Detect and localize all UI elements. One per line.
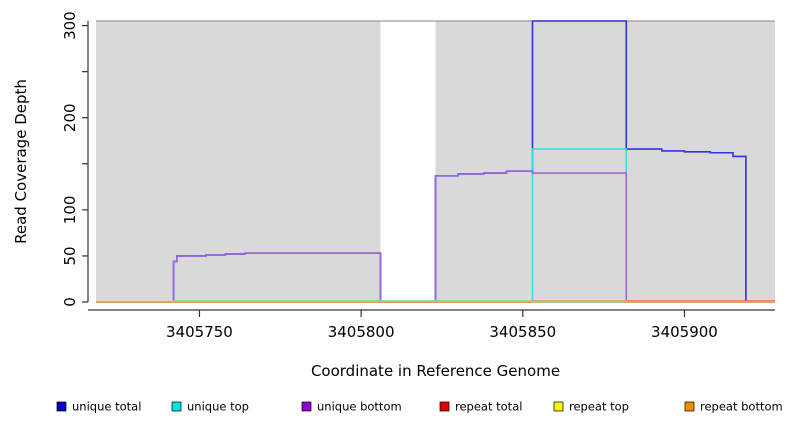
legend-label-repeat-total[interactable]: repeat total (455, 400, 522, 414)
y-tick-label: 0 (61, 297, 79, 307)
y-tick-label: 300 (61, 11, 79, 40)
panel-block-right (435, 21, 775, 302)
y-tick-label: 200 (61, 103, 79, 132)
legend-swatch-repeat-top[interactable] (553, 401, 564, 412)
legend-swatch-repeat-bottom[interactable] (684, 401, 695, 412)
y-axis-title: Read Coverage Depth (12, 79, 30, 244)
legend-label-repeat-bottom[interactable]: repeat bottom (700, 400, 783, 414)
plot-panel (96, 20, 775, 302)
legend-swatch-unique-total[interactable] (56, 401, 67, 412)
y-tick-label: 50 (61, 246, 79, 265)
legend-label-unique-top[interactable]: unique top (187, 400, 249, 414)
x-tick-label: 3405850 (489, 323, 556, 341)
series-line-repeat-bottom (96, 300, 775, 303)
x-tick-label: 3405750 (166, 323, 233, 341)
legend-label-unique-bottom[interactable]: unique bottom (317, 400, 402, 414)
x-axis-title: Coordinate in Reference Genome (311, 362, 560, 380)
legend-label-unique-total[interactable]: unique total (72, 400, 141, 414)
y-tick-label: 100 (61, 196, 79, 225)
legend-swatch-unique-bottom[interactable] (301, 401, 312, 412)
legend-swatch-repeat-total[interactable] (439, 401, 450, 412)
x-tick-label: 3405900 (651, 323, 718, 341)
legend-swatch-unique-top[interactable] (171, 401, 182, 412)
axis-labels-layer: 0 50 100 200 300 3405750 3405800 3405850 3405900… (12, 11, 718, 380)
panel-block-left (96, 21, 381, 302)
chart-legend: unique total unique top unique bottom repea… (56, 400, 783, 414)
x-tick-label: 3405800 (328, 323, 395, 341)
legend-label-repeat-top[interactable]: repeat top (569, 400, 629, 414)
axes-layer (82, 21, 775, 317)
series-layer (96, 20, 775, 303)
